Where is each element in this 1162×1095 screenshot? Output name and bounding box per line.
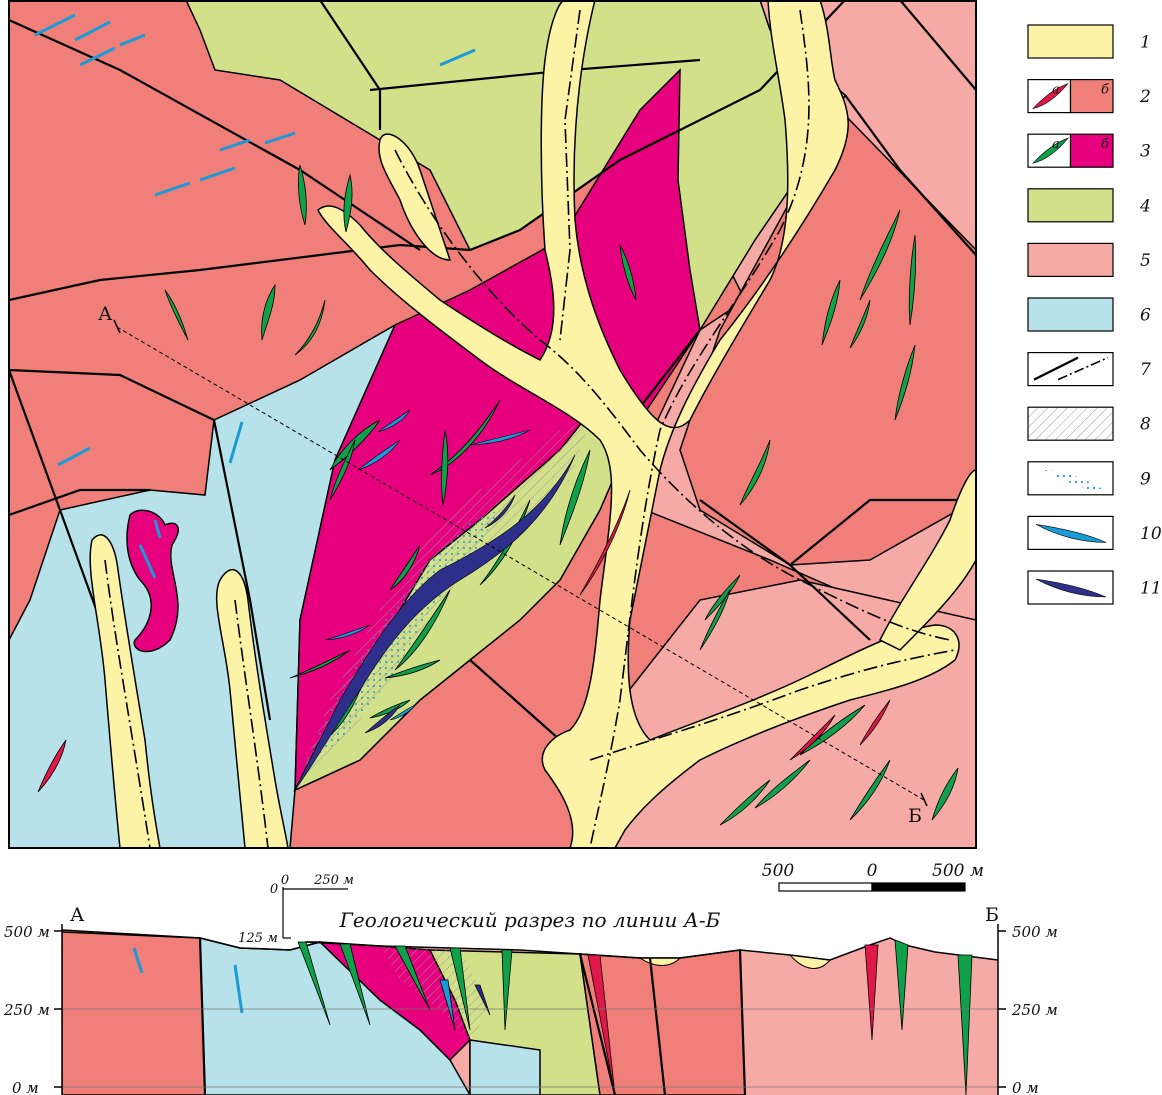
legend-lens-glyph — [1035, 578, 1107, 598]
elev-left-0: 0 м — [12, 1079, 39, 1095]
legend-item-2: а б 2 — [1027, 78, 1151, 114]
legend-fault-line — [1033, 356, 1079, 381]
geologic-map: А Б — [8, 0, 977, 849]
vscale-h-zero: 0 — [281, 873, 289, 888]
legend-number: 4 — [1139, 196, 1151, 216]
section-axis-ticks — [54, 930, 1006, 1088]
geologic-section: 500 м 250 м 0 м 500 м 250 м 0 м — [3, 923, 1058, 1095]
legend-dots-glyph — [1043, 469, 1103, 490]
vscale-v-max: 125 м — [238, 931, 278, 946]
elev-right-250: 250 м — [1011, 1001, 1058, 1019]
legend-item-4: 4 — [1027, 188, 1151, 223]
elev-left-250: 250 м — [3, 1001, 50, 1019]
legend-item-1: 1 — [1027, 24, 1151, 59]
granite-dikes — [37, 489, 891, 793]
section-faults — [198, 937, 747, 1095]
strike-dashes — [34, 13, 476, 579]
legend-sub-a: а — [1052, 137, 1060, 152]
legend-number: 3 — [1140, 142, 1151, 162]
legend-item-6: 6 — [1027, 297, 1151, 332]
legend-axis-line — [1057, 356, 1109, 381]
elev-right-0: 0 м — [1012, 1079, 1039, 1095]
unit-2-granite-eastern-block — [679, 108, 976, 566]
legend-item-8: 8 — [1027, 406, 1151, 441]
legend-number: 1 — [1140, 33, 1151, 53]
map-legend: 1 а б 2 а б 3 4 5 6 7 8 9 10 11 — [1027, 24, 1162, 605]
legend-item-3: а б 3 — [1027, 133, 1151, 168]
legend-item-10: 10 — [1027, 515, 1162, 551]
scale-label-zero: 0 — [867, 861, 878, 881]
profile-line — [116, 326, 925, 801]
legend-number: 5 — [1140, 251, 1151, 271]
legend-number: 7 — [1140, 360, 1151, 380]
legend-swatch — [1027, 406, 1114, 441]
legend-swatch — [1027, 24, 1114, 59]
legend-sub-b: б — [1101, 137, 1109, 152]
map-frame — [8, 0, 977, 849]
unit-6-metamorphic-west — [9, 323, 397, 848]
legend-swatch — [1027, 297, 1114, 332]
legend-item-11: 11 — [1027, 570, 1162, 605]
legend-number: 10 — [1140, 524, 1162, 544]
section-vertical-scale: 0 250 м 0 125 м — [238, 873, 354, 946]
legend-dike-glyph — [1032, 137, 1069, 164]
profile-tick-a — [113, 319, 121, 334]
legend-dike-glyph — [1032, 82, 1069, 110]
legend-swatch-b — [1069, 78, 1114, 114]
legend-sub-b: б — [1101, 83, 1109, 98]
section-strike-dashes — [132, 947, 244, 1014]
legend-swatch — [1027, 352, 1114, 387]
legend-number: 11 — [1140, 579, 1162, 599]
legend-item-9: 9 — [1027, 461, 1151, 496]
profile-label-end: Б — [908, 805, 922, 827]
elev-right-500: 500 м — [1012, 923, 1058, 941]
legend-sub-a: а — [1052, 83, 1060, 98]
legend-swatch — [1027, 188, 1114, 223]
legend-number: 2 — [1139, 87, 1151, 107]
legend-swatch — [1027, 242, 1114, 277]
vscale-h-max: 250 м — [313, 873, 354, 888]
section-metamorphic-lower — [469, 1039, 541, 1095]
profile-tick-b — [920, 792, 928, 807]
section-granite-west — [62, 929, 206, 1095]
valley-axes — [104, 9, 956, 848]
vscale-v-zero: 0 — [270, 882, 278, 897]
section-title: Геологический разрез по линии А-Б — [339, 908, 721, 932]
section-dikes — [297, 939, 973, 1095]
legend-item-7: 7 — [1027, 352, 1151, 387]
section-surface-line — [62, 931, 998, 961]
legend-lens-glyph — [1035, 524, 1107, 543]
scale-bar: 500 0 500 м — [762, 861, 984, 892]
section-elevation-lines — [62, 1008, 998, 1088]
section-label-end: Б — [985, 904, 999, 926]
ore-lenses — [294, 409, 576, 791]
legend-item-5: 5 — [1027, 242, 1151, 277]
legend-swatch-b — [1069, 133, 1114, 168]
scale-label-left: 500 — [762, 861, 795, 881]
elev-left-500: 500 м — [4, 923, 50, 941]
scale-label-right: 500 м — [932, 861, 984, 881]
legend-number: 9 — [1140, 469, 1151, 489]
legend-number: 8 — [1140, 415, 1151, 435]
section-label-start: А — [70, 904, 85, 926]
profile-label-start: А — [98, 303, 113, 325]
legend-number: 6 — [1140, 306, 1151, 326]
